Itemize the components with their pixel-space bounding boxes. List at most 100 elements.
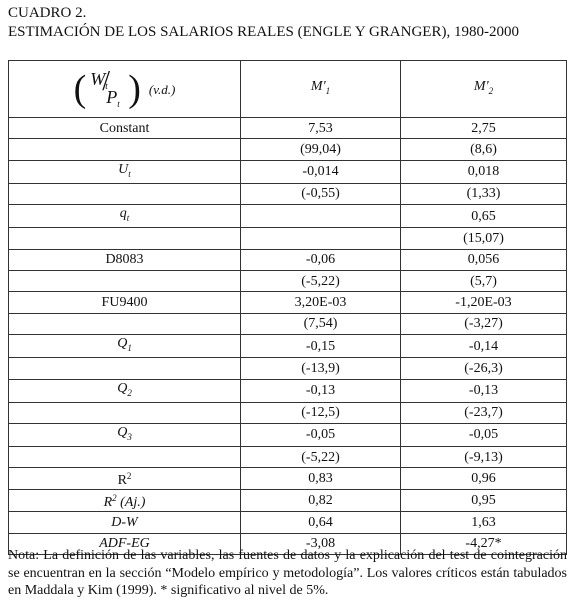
- row-label: [8, 138, 241, 161]
- row-label: Ut: [8, 159, 241, 184]
- row-label: Constant: [8, 116, 241, 140]
- table-row: Q3 -0,05 -0,05: [8, 422, 567, 447]
- row-label: Q3: [8, 422, 241, 447]
- table-row: Q1 -0,15 -0,14: [8, 334, 567, 359]
- row-label: R2: [8, 467, 241, 491]
- value-cell: (1,33): [400, 182, 567, 206]
- value-cell: (-23,7): [400, 401, 567, 424]
- value-cell: -0,014: [240, 159, 401, 184]
- label-sub: 1: [325, 86, 331, 96]
- table-row: R2 0,83 0,96: [8, 467, 567, 491]
- numerator: Wt: [90, 69, 108, 95]
- row-label: Q1: [8, 334, 241, 359]
- num-base: W: [90, 69, 106, 89]
- label-base: M': [310, 79, 326, 94]
- row-label: [8, 269, 241, 293]
- row-label: D8083: [8, 248, 241, 271]
- dep-var-note: (v.d.): [148, 81, 176, 97]
- label-sub: 2: [488, 86, 494, 96]
- value-cell: 0,95: [400, 489, 567, 513]
- label-base: ADF-EG: [99, 536, 150, 552]
- label-sup: 2: [112, 493, 117, 504]
- label: Q2: [117, 381, 132, 398]
- value-cell: (7,54): [240, 312, 401, 336]
- label-sub: 3: [127, 431, 132, 442]
- table-title: ESTIMACIÓN DE LOS SALARIOS REALES (ENGLE…: [8, 24, 519, 40]
- label-base: R: [117, 473, 127, 489]
- value-cell: 1,63: [400, 511, 567, 534]
- value-cell: -3,08: [240, 532, 401, 556]
- header: CUADRO 2. ESTIMACIÓN DE LOS SALARIOS REA…: [8, 4, 519, 42]
- value-cell: (-12,5): [240, 401, 401, 424]
- open-paren: (: [73, 68, 87, 110]
- value-cell: 0,65: [400, 204, 567, 229]
- row-label: ADF-EG: [8, 532, 241, 556]
- num-sub: t: [105, 81, 108, 91]
- corner-cell: (Wt / Pt) (v.d.): [8, 60, 241, 118]
- value-cell: -0,15: [240, 334, 401, 359]
- row-label: [8, 227, 241, 250]
- table-row: Constant 7,53 2,75: [8, 116, 567, 140]
- table-row: D-W 0,64 1,63: [8, 511, 567, 534]
- label: ADF-EG: [99, 536, 150, 551]
- label-base: R: [103, 495, 113, 511]
- row-label: FU9400: [8, 291, 241, 314]
- table-row: (-13,9) (-26,3): [8, 357, 567, 380]
- label-base: Q: [117, 336, 128, 352]
- value-cell: -0,14: [400, 334, 567, 359]
- label-base: q: [119, 206, 127, 222]
- value-cell: (99,04): [240, 138, 401, 161]
- value-cell: (-3,27): [400, 312, 567, 336]
- row-label: [8, 445, 241, 469]
- empty-cell: [240, 227, 401, 250]
- label-sup: 2: [126, 471, 132, 482]
- value-cell: -0,13: [400, 378, 567, 403]
- label-text: D8083: [105, 252, 144, 268]
- value-cell: 2,75: [400, 116, 567, 140]
- table-row: ADF-EG -3,08 -4,27*: [8, 532, 567, 556]
- table-row: (-12,5) (-23,7): [8, 401, 567, 424]
- table-row: (-5,22) (5,7): [8, 269, 567, 293]
- row-label: qt: [8, 204, 241, 229]
- table-row: D8083 -0,06 0,056: [8, 248, 567, 271]
- label: Q1: [117, 336, 132, 353]
- value-cell: 0,83: [240, 467, 401, 491]
- value-cell: (-9,13): [400, 445, 567, 469]
- value-cell: 0,056: [400, 248, 567, 271]
- label-text: Constant: [99, 120, 150, 136]
- label-sub: 2: [127, 387, 132, 398]
- header-row: (Wt / Pt) (v.d.) M'1 M'2: [8, 60, 567, 118]
- value-cell: -0,13: [240, 378, 401, 403]
- label-text: FU9400: [101, 295, 148, 311]
- row-label: R2 (Aj.): [8, 489, 241, 513]
- label-sub: t: [126, 213, 130, 224]
- table-row: Q2 -0,13 -0,13: [8, 378, 567, 403]
- label: M'2: [474, 79, 494, 96]
- value-cell: -1,20E-03: [400, 291, 567, 314]
- value-cell: 0,82: [240, 489, 401, 513]
- value-cell: -0,05: [400, 422, 567, 447]
- label-base: U: [118, 161, 129, 177]
- value-cell: 7,53: [240, 116, 401, 140]
- column-header: M'2: [400, 60, 567, 118]
- label: D-W: [111, 515, 137, 530]
- value-cell: (15,07): [400, 227, 567, 250]
- footnote: Nota: La definición de las variables, la…: [8, 548, 567, 598]
- den-sub: t: [117, 99, 120, 109]
- denominator: Pt: [106, 88, 120, 113]
- label: M'1: [310, 79, 331, 96]
- label-base: Q: [117, 424, 128, 440]
- table-row: (7,54) (-3,27): [8, 312, 567, 336]
- table-row: qt 0,65: [8, 204, 567, 229]
- label: Q3: [117, 424, 132, 442]
- value-cell: 0,64: [240, 511, 401, 534]
- value-cell: (-5,22): [240, 269, 401, 293]
- value-cell: (-13,9): [240, 357, 401, 380]
- value-cell: -0,06: [240, 248, 401, 271]
- value-cell: 0,018: [400, 159, 567, 184]
- label: R2: [117, 471, 132, 489]
- table-row: Ut -0,014 0,018: [8, 159, 567, 184]
- value-cell: 0,96: [400, 467, 567, 491]
- table-row: (99,04) (8,6): [8, 138, 567, 161]
